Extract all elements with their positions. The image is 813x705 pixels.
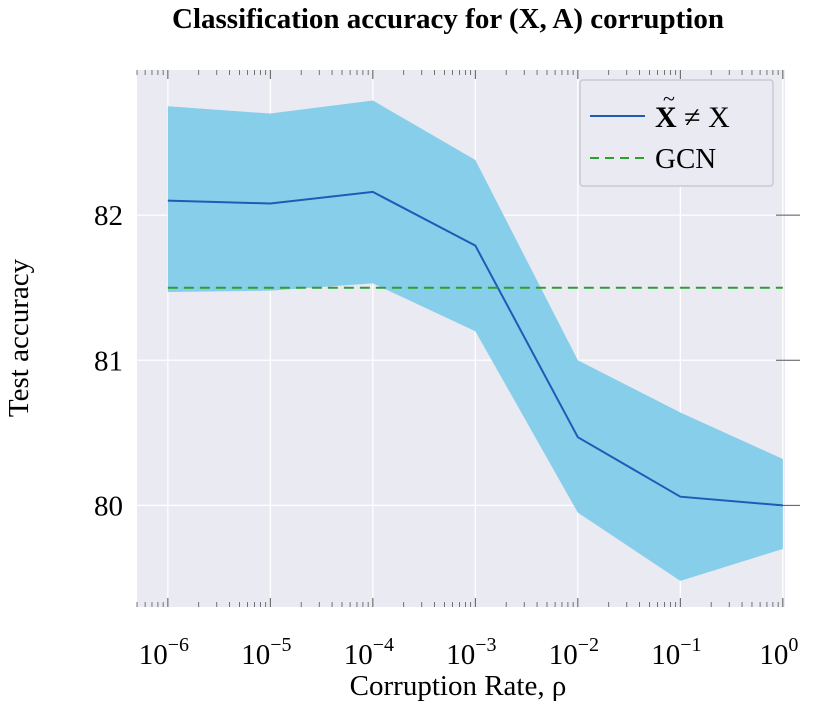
x-tick-label-exponent: −1 [680,634,701,656]
x-tick-label-exponent: −2 [578,634,599,656]
x-tick-label-base: 10 [446,639,475,671]
x-tick-label: 100 [759,634,798,671]
y-tick-label: 81 [94,345,123,377]
x-tick-label-base: 10 [241,639,270,671]
x-tick-label: 10−3 [446,634,496,671]
y-axis-label: Test accuracy [3,258,35,417]
x-tick-label-base: 10 [344,639,373,671]
legend-box [579,79,774,187]
legend: ~ X ≠ X GCN [579,79,774,187]
x-tick-label-base: 10 [759,639,788,671]
legend-label-gcn: GCN [655,143,716,175]
x-axis-label: Corruption Rate, ρ [350,670,567,702]
x-tick-label-base: 10 [139,639,168,671]
x-tick-label-exponent: −4 [373,634,394,656]
x-tick-label: 10−4 [344,634,394,671]
y-tick-label: 82 [94,200,123,232]
x-tick-label: 10−6 [139,634,189,671]
x-tick-label-exponent: −3 [475,634,496,656]
x-tick-label: 10−5 [241,634,291,671]
legend-label-series: X ≠ X [655,101,730,134]
axis-ticks [136,70,800,607]
x-tick-label-base: 10 [549,639,578,671]
legend-tilde: ~ [663,86,675,111]
confidence-band [167,100,783,581]
x-tick-label-exponent: −6 [168,634,189,656]
x-tick-label-exponent: 0 [788,634,798,656]
series-layer [167,190,783,507]
x-tick-label: 10−2 [549,634,599,671]
x-tick-label-exponent: −5 [270,634,291,656]
confidence-band-layer [167,100,783,581]
y-tick-label: 80 [94,490,123,522]
x-tick-label: 10−1 [651,634,701,671]
x-tick-label-base: 10 [651,639,680,671]
chart-title: Classification accuracy for (X, A) corru… [172,3,724,35]
